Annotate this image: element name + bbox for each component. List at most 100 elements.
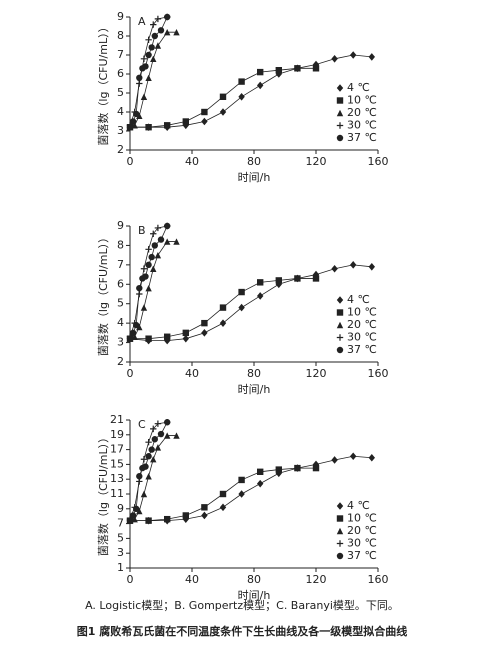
marker [164,13,171,21]
y-tick-label: 15 [110,457,124,470]
marker [219,490,227,498]
marker [257,81,264,90]
marker [148,253,155,261]
series-line [130,54,372,128]
marker [164,122,171,129]
x-tick-label: 120 [306,155,327,168]
marker [336,527,344,535]
marker [350,51,357,59]
x-tick-label: 80 [247,367,261,380]
y-axis-label: 菌落数（lg（CFU/mL）） [97,21,110,145]
marker [133,321,140,329]
marker [201,108,208,116]
marker [140,456,148,463]
x-tick-label: 0 [127,155,134,168]
y-tick-label: 5 [117,86,124,99]
marker [201,504,208,511]
legend-label: 10 ℃ [347,512,377,525]
marker [140,93,148,100]
marker [154,444,162,451]
marker [173,238,180,245]
marker [140,304,148,311]
marker [164,238,171,245]
marker [164,29,171,36]
marker [257,292,264,300]
series-line [129,225,168,337]
marker [129,329,137,337]
y-tick-label: 5 [117,297,124,310]
marker [173,432,180,439]
marker [164,419,171,426]
marker [182,512,189,519]
marker [312,275,320,282]
marker [336,309,344,316]
x-tick-label: 80 [247,155,261,168]
marker [140,490,148,498]
marker [150,21,157,28]
marker [145,261,152,269]
y-tick-label: 2 [117,143,124,156]
marker [336,122,344,129]
marker [129,512,137,519]
marker [257,68,264,76]
marker [142,63,149,70]
marker [145,124,152,131]
marker [145,74,152,81]
series-line [129,264,372,342]
marker [257,468,264,475]
marker [145,473,152,480]
marker [201,319,208,327]
marker [145,439,152,446]
marker [145,453,152,460]
marker [142,463,149,470]
marker [336,109,344,117]
marker [201,117,208,126]
marker [136,323,143,331]
panel-label: B [138,224,146,237]
marker [336,97,344,104]
marker [275,466,282,473]
marker [182,118,189,125]
marker [148,446,155,453]
marker [164,333,171,340]
marker [336,540,344,547]
marker [126,517,134,524]
marker [238,303,245,312]
marker [336,334,344,341]
y-tick-label: 3 [117,336,124,349]
series-line [129,16,168,126]
marker [219,304,227,311]
marker [275,277,282,284]
marker [238,78,245,85]
marker [150,55,157,62]
marker [154,15,162,23]
marker [257,479,264,488]
marker [173,29,180,36]
y-tick-label: 19 [110,428,124,441]
marker [238,288,245,296]
marker [336,346,344,354]
marker [145,335,152,342]
marker [257,279,264,286]
marker [150,456,157,463]
marker [157,27,165,34]
y-axis-label: 菌落数（lg（CFU/mL）） [97,432,110,556]
x-tick-label: 40 [185,367,199,380]
marker [350,452,357,461]
marker [336,515,344,522]
y-tick-label: 21 [110,413,124,426]
marker [154,224,162,232]
marker [294,464,301,472]
legend-label: 37 ℃ [347,131,377,144]
x-tick-label: 0 [127,367,134,380]
y-tick-label: 7 [117,48,124,61]
x-tick-label: 160 [368,367,389,380]
marker [350,261,357,269]
marker [150,265,157,272]
series-line [129,421,168,520]
marker [336,296,344,304]
legend-label: 4 ℃ [347,81,370,94]
marker [157,430,165,438]
x-axis-label: 时间/h [238,589,271,602]
